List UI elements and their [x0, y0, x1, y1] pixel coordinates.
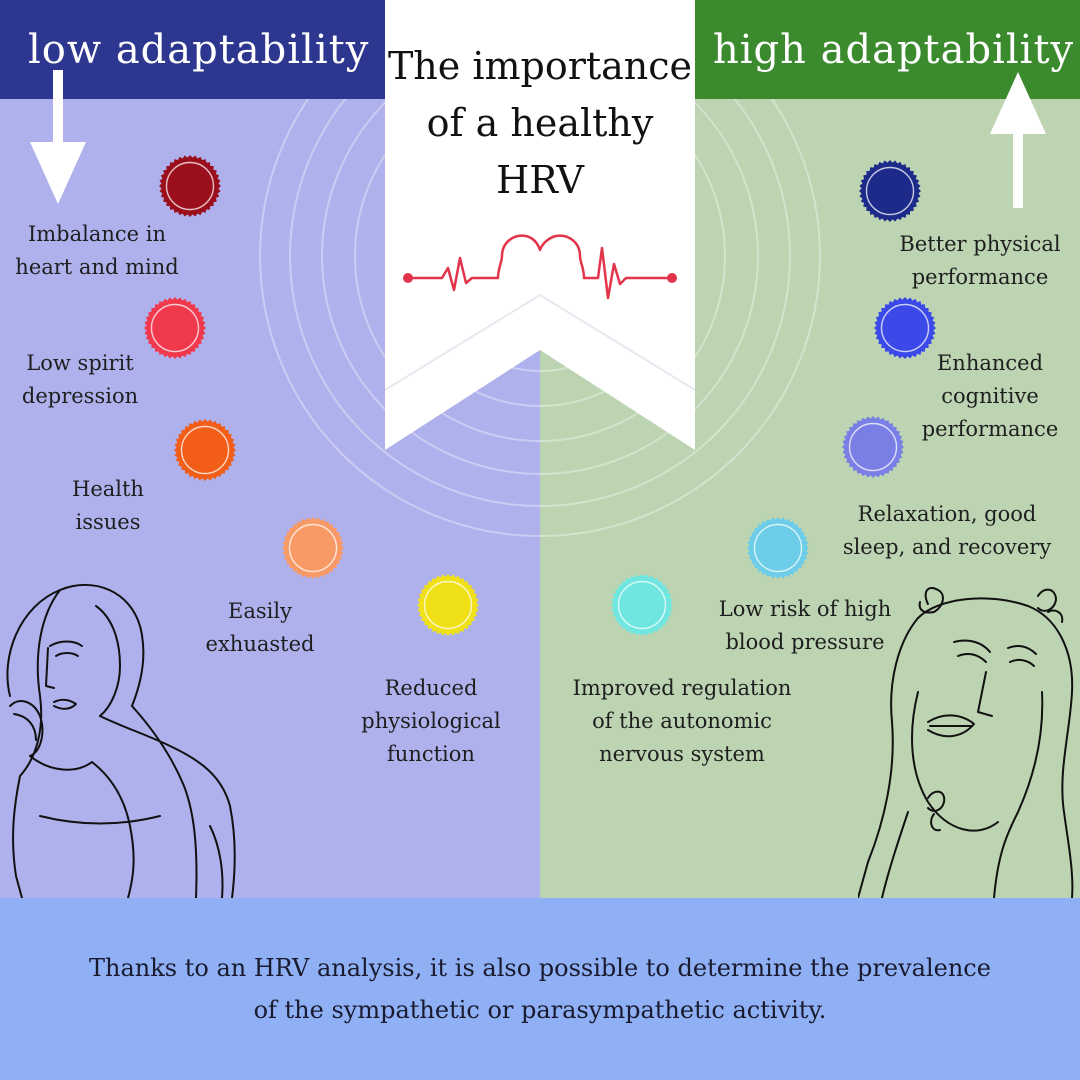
cognitive-performance-badge	[873, 296, 937, 360]
relaxation-badge	[841, 415, 905, 479]
arrow-up-icon	[990, 72, 1046, 208]
rosette-badge-icon	[611, 574, 673, 636]
easily-exhausted-badge	[281, 516, 345, 580]
imbalance-badge	[158, 154, 222, 218]
heartbeat-icon	[403, 234, 677, 300]
blood-pressure-label: Low risk of high blood pressure	[712, 593, 898, 659]
banner-title: The importance of a healthy HRV	[385, 38, 695, 209]
rosette-badge-icon	[159, 155, 221, 217]
rosette-badge-icon	[842, 416, 904, 478]
label-line: issues	[75, 510, 141, 534]
rosette-badge-icon	[282, 517, 344, 579]
label-line: performance	[921, 417, 1059, 441]
woman-calm-line-drawing	[858, 586, 1074, 898]
rosette-badge-icon	[874, 297, 936, 359]
footer-text: Thanks to an HRV analysis, it is also po…	[40, 947, 1040, 1031]
label-line: Health	[72, 477, 144, 501]
physical-performance-badge	[858, 159, 922, 223]
label-line: Relaxation, good	[857, 502, 1037, 526]
cognitive-performance-label: Enhanced cognitive performance	[910, 347, 1070, 446]
label-line: blood pressure	[725, 630, 885, 654]
label-line: cognitive	[941, 384, 1039, 408]
low-spirit-badge	[143, 296, 207, 360]
banner-title-line: The importance	[387, 44, 693, 88]
health-issues-label: Health issues	[48, 473, 168, 539]
health-issues-badge	[173, 418, 237, 482]
blood-pressure-badge	[746, 516, 810, 580]
rosette-badge-icon	[144, 297, 206, 359]
autonomic-regulation-badge	[610, 573, 674, 637]
footer-banner: Thanks to an HRV analysis, it is also po…	[0, 898, 1080, 1080]
banner-title-line: HRV	[496, 158, 584, 202]
label-line: Imbalance in	[27, 222, 167, 246]
label-line: performance	[911, 265, 1049, 289]
label-line: Better physical	[899, 232, 1061, 256]
imbalance-label: Imbalance in heart and mind	[4, 218, 190, 284]
rosette-badge-icon	[417, 574, 479, 636]
autonomic-regulation-label: Improved regulation of the autonomic ner…	[566, 672, 798, 771]
banner-title-line: of a healthy	[426, 101, 654, 145]
label-line: Low risk of high	[718, 597, 892, 621]
label-line: Improved regulation	[572, 676, 792, 700]
low-spirit-label: Low spirit depression	[0, 347, 160, 413]
footer-line: Thanks to an HRV analysis, it is also po…	[89, 954, 991, 982]
reduced-function-label: Reduced physiological function	[356, 672, 506, 771]
footer-line: of the sympathetic or parasympathetic ac…	[253, 996, 827, 1024]
relaxation-label: Relaxation, good sleep, and recovery	[838, 498, 1056, 564]
label-line: Enhanced	[936, 351, 1044, 375]
label-line: sleep, and recovery	[842, 535, 1052, 559]
label-line: depression	[21, 384, 139, 408]
label-line: nervous system	[599, 742, 765, 766]
label-line: function	[387, 742, 475, 766]
label-line: Easily	[228, 599, 292, 623]
label-line: Low spirit	[26, 351, 134, 375]
rosette-badge-icon	[174, 419, 236, 481]
easily-exhausted-label: Easily exhuasted	[196, 595, 324, 661]
arrow-down-icon	[30, 70, 86, 204]
label-line: Reduced	[384, 676, 478, 700]
rosette-badge-icon	[859, 160, 921, 222]
label-line: exhuasted	[205, 632, 315, 656]
woman-sad-line-drawing	[6, 583, 236, 898]
low-adaptability-header: low adaptability	[0, 0, 385, 99]
label-line: of the autonomic	[592, 709, 772, 733]
low-adaptability-title: low adaptability	[28, 26, 370, 73]
high-adaptability-title: high adaptability	[713, 26, 1075, 73]
physical-performance-label: Better physical performance	[892, 228, 1068, 294]
rosette-badge-icon	[747, 517, 809, 579]
label-line: physiological	[361, 709, 501, 733]
title-banner	[385, 0, 695, 450]
label-line: heart and mind	[15, 255, 179, 279]
reduced-function-badge	[416, 573, 480, 637]
